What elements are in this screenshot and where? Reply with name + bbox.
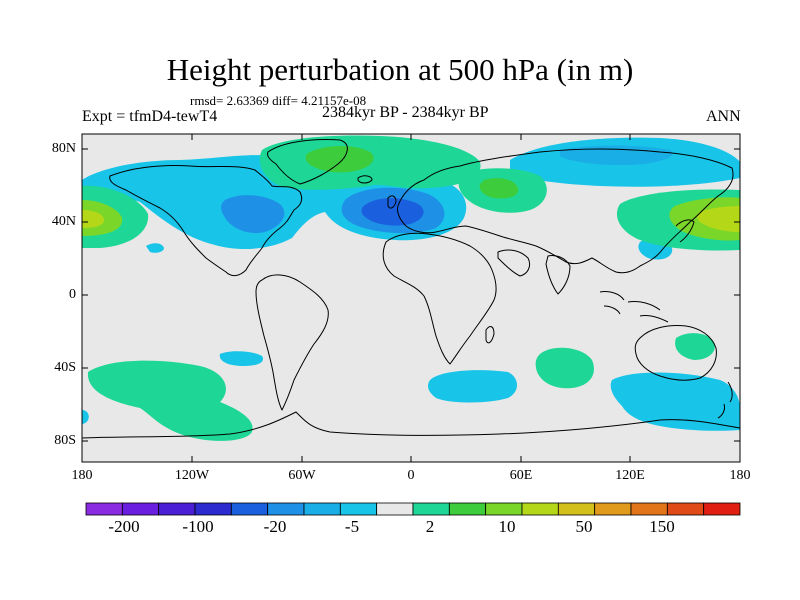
colorbar-label-neg20: -20 (263, 517, 287, 536)
lon-tick-0: 0 (407, 468, 415, 483)
coastline-africa (382, 232, 497, 365)
colorbar-label-neg200: -200 (108, 517, 140, 536)
lon-tick-180e: 180 (729, 468, 751, 483)
lat-tick-40n: 40N (51, 214, 76, 229)
season-label: ANN (706, 108, 741, 125)
colorbar-swatch-3 (194, 502, 232, 516)
contour-neg5-south-indian (428, 370, 517, 403)
colorbar (85, 502, 741, 516)
colorbar-label-50: 50 (575, 517, 593, 536)
coastline-south-america (255, 274, 329, 411)
coastline-australia (634, 325, 717, 381)
contour-pos10-greenland (305, 146, 374, 173)
colorbar-label-neg100: -100 (182, 517, 214, 536)
coastlines (82, 139, 740, 439)
lon-tick-120e: 120E (615, 468, 645, 483)
contour-pos2-south-atlantic (535, 347, 594, 389)
lat-tick-equator: 0 (69, 287, 76, 302)
lon-tick-180w: 180 (71, 468, 93, 483)
coastline-islands (357, 175, 495, 344)
lat-tick-80n: 80N (51, 141, 76, 156)
contour-neg5-southern-ocean (610, 372, 740, 431)
colorbar-label-neg5: -5 (344, 517, 360, 536)
coastline-greenland (267, 139, 348, 185)
contour-neg100-atlantic (361, 198, 424, 226)
colorbar-swatch-16 (666, 502, 705, 516)
coastline-indonesia (599, 291, 669, 323)
colorbar-swatch-13 (557, 502, 596, 516)
contour-fills (82, 135, 740, 441)
colorbar-swatch-17 (703, 502, 741, 516)
colorbar-swatch-0 (85, 502, 123, 516)
rmsd-diff-stats: rmsd= 2.63369 diff= 4.21157e-08 (190, 93, 367, 108)
colorbar-swatch-15 (630, 502, 668, 516)
lat-tick-80s: 80S (54, 433, 76, 448)
coastline-eurasia (397, 148, 734, 274)
coastline-antarctica (82, 411, 740, 439)
period-label: 2384kyr BP - 2384kyr BP (322, 104, 489, 121)
axis-ticks (81, 134, 741, 462)
colorbar-swatch-8 (376, 502, 414, 516)
contour-neg20-north-america (221, 195, 285, 234)
contour-pos50-npac-west (697, 206, 740, 232)
coastline-north-america (109, 165, 303, 277)
colorbar-swatch-11 (485, 502, 523, 516)
coastline-arabia-india (497, 249, 571, 295)
colorbar-swatch-7 (339, 502, 378, 516)
colorbar-swatch-5 (267, 502, 305, 516)
lat-tick-40s: 40S (54, 360, 76, 375)
colorbar-label-2: 2 (425, 517, 435, 536)
contour-pos50-npac-east (82, 210, 104, 228)
contour-pos10-central-asia (479, 178, 519, 199)
colorbar-swatch-1 (121, 502, 160, 516)
colorbar-swatch-9 (412, 502, 450, 516)
colorbar-label-10: 10 (498, 517, 516, 536)
contour-pos2-australia (675, 333, 715, 360)
colorbar-swatch-12 (521, 502, 559, 516)
colorbar-label-150: 150 (649, 517, 675, 536)
contour-neg5-tropical-pacific (146, 243, 164, 253)
contour-pos2-south-pacific (87, 360, 253, 441)
lon-tick-60e: 60E (509, 468, 533, 483)
lon-tick-120w: 120W (174, 468, 210, 483)
contour-neg5-south-west-edge (82, 410, 89, 424)
coastline-new-zealand (717, 381, 733, 419)
plot-title: Height perturbation at 500 hPa (in m) (166, 52, 634, 87)
lon-tick-60w: 60W (288, 468, 316, 483)
colorbar-swatch-6 (303, 502, 341, 516)
colorbar-swatch-10 (448, 502, 487, 516)
colorbar-swatch-4 (230, 502, 269, 516)
colorbar-swatch-2 (158, 502, 196, 516)
coastline-japan (675, 219, 695, 243)
experiment-label: Expt = tfmD4-tewT4 (82, 108, 218, 125)
contour-neg5-south-pacific-east (219, 351, 264, 366)
colorbar-swatch-14 (594, 502, 632, 516)
